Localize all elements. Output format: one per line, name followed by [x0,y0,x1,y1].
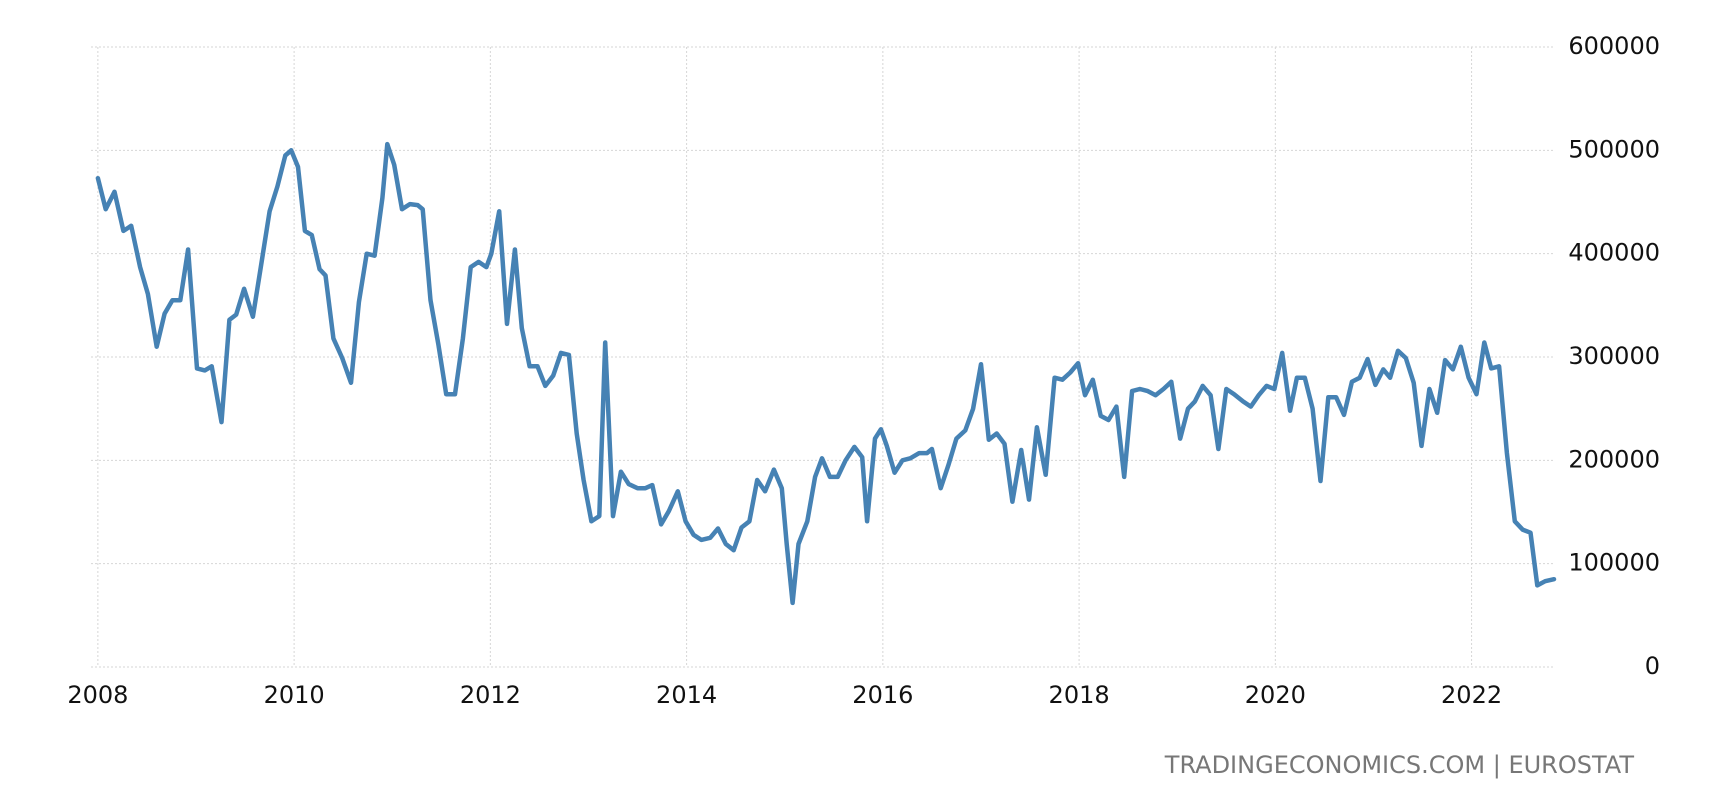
x-tick-label: 2010 [264,681,325,709]
x-tick-label: 2018 [1049,681,1110,709]
series-line [95,141,1557,606]
x-tick-label: 2012 [460,681,521,709]
x-tick-label: 2014 [656,681,717,709]
y-tick-label: 0 [1645,652,1660,680]
x-tick-label: 2022 [1441,681,1502,709]
y-tick-label: 300000 [1568,342,1660,370]
y-tick-label: 400000 [1568,239,1660,267]
y-tick-label: 600000 [1568,32,1660,60]
x-tick-label: 2020 [1245,681,1306,709]
x-tick-label: 2016 [852,681,913,709]
source: TRADINGECONOMICS.COM | EUROSTAT [1164,751,1635,779]
x-tick-label: 2008 [67,681,128,709]
y-tick-label: 200000 [1568,445,1660,473]
y-tick-label: 100000 [1568,549,1660,577]
y-tick-label: 500000 [1568,135,1660,163]
